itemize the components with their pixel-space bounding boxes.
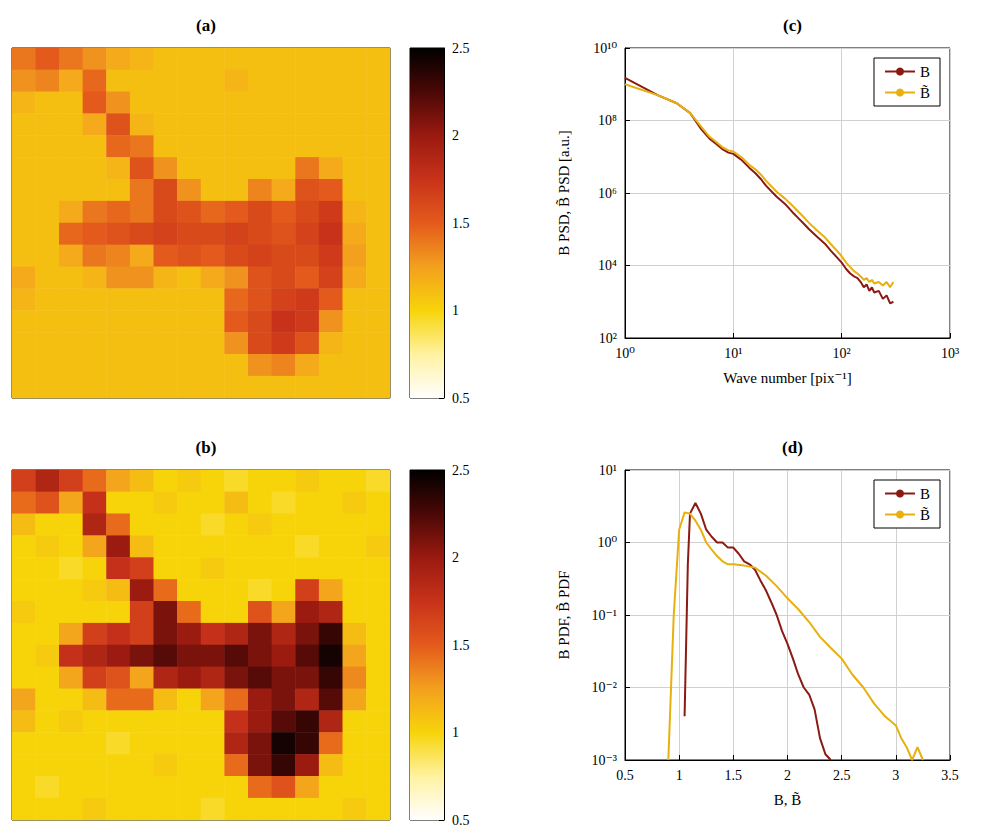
svg-text:10⁶: 10⁶ <box>598 186 617 201</box>
svg-text:B PSD, B̃ PSD [a.u.]: B PSD, B̃ PSD [a.u.] <box>556 130 572 255</box>
svg-text:10²: 10² <box>833 346 851 361</box>
svg-text:10¹: 10¹ <box>724 346 742 361</box>
svg-text:1: 1 <box>676 768 683 783</box>
svg-text:1.5: 1.5 <box>725 768 743 783</box>
svg-text:10⁻¹: 10⁻¹ <box>591 608 617 623</box>
svg-text:0.5: 0.5 <box>616 768 634 783</box>
svg-text:1: 1 <box>452 303 459 318</box>
svg-text:B̃: B̃ <box>920 85 930 101</box>
svg-text:10²: 10² <box>599 331 617 346</box>
svg-text:B̃: B̃ <box>920 507 930 523</box>
svg-text:(b): (b) <box>196 438 217 457</box>
svg-text:10¹⁰: 10¹⁰ <box>593 41 617 56</box>
svg-text:2: 2 <box>452 550 459 565</box>
svg-text:3: 3 <box>892 768 899 783</box>
svg-text:0.5: 0.5 <box>452 813 470 828</box>
svg-text:2: 2 <box>452 128 459 143</box>
svg-text:3.5: 3.5 <box>941 768 959 783</box>
svg-text:(a): (a) <box>196 16 216 35</box>
svg-text:Wave number [pix⁻¹]: Wave number [pix⁻¹] <box>723 370 852 386</box>
svg-text:2.5: 2.5 <box>452 41 470 56</box>
svg-text:B PDF, B̃ PDF: B PDF, B̃ PDF <box>556 571 572 660</box>
svg-text:1.5: 1.5 <box>452 638 470 653</box>
svg-text:0.5: 0.5 <box>452 391 470 406</box>
svg-text:1: 1 <box>452 725 459 740</box>
svg-text:(c): (c) <box>783 16 802 35</box>
svg-text:2.5: 2.5 <box>833 768 851 783</box>
svg-text:10⁻³: 10⁻³ <box>591 753 617 768</box>
svg-text:10⁻²: 10⁻² <box>591 680 617 695</box>
svg-text:(d): (d) <box>782 438 803 457</box>
svg-text:B: B <box>920 486 930 502</box>
svg-text:10⁰: 10⁰ <box>597 535 617 550</box>
svg-text:10⁴: 10⁴ <box>598 258 617 273</box>
svg-text:10³: 10³ <box>941 346 959 361</box>
svg-text:10¹: 10¹ <box>599 463 617 478</box>
svg-text:1.5: 1.5 <box>452 216 470 231</box>
svg-text:10⁸: 10⁸ <box>598 113 617 128</box>
svg-text:B: B <box>920 64 930 80</box>
svg-text:2: 2 <box>784 768 791 783</box>
svg-text:2.5: 2.5 <box>452 463 470 478</box>
svg-text:10⁰: 10⁰ <box>615 346 635 361</box>
svg-text:B, B̃: B, B̃ <box>774 792 802 808</box>
